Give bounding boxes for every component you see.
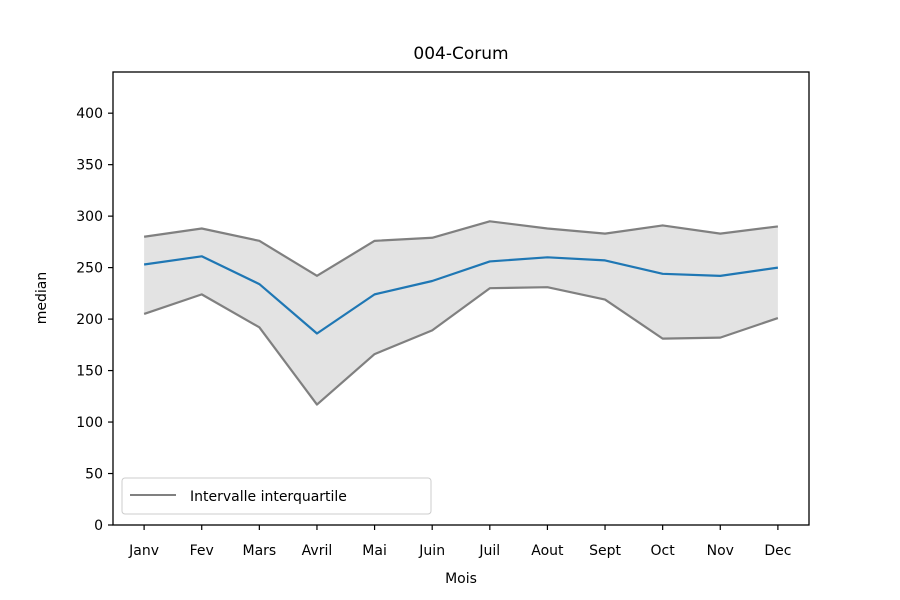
y-tick-label: 100 (76, 415, 103, 431)
legend: Intervalle interquartile (121, 477, 432, 515)
x-tick-label: Sept (589, 543, 621, 559)
y-tick-label: 300 (76, 209, 103, 225)
y-tick-label: 50 (85, 467, 103, 483)
interquartile-band (144, 221, 778, 405)
series-line-q25 (143, 286, 779, 406)
y-tick-label: 400 (76, 106, 103, 122)
legend-entry-label: Intervalle interquartile (190, 489, 347, 505)
series-line-q75 (143, 220, 779, 277)
y-tick-label: 200 (76, 312, 103, 328)
legend-box (121, 477, 432, 515)
x-tick-label: Janv (128, 543, 159, 559)
plot-area: 0 50 100 150 200 250 300 350 400 Janv Fev Mars Avril… (76, 71, 810, 559)
x-tick-label: Nov (707, 543, 734, 559)
axes-frame (112, 71, 810, 526)
series-line-median (143, 255, 779, 335)
y-tick-label: 350 (76, 158, 103, 174)
x-tick-label: Dec (764, 543, 791, 559)
chart-title: 004-Corum (413, 44, 508, 64)
y-tick-label: 250 (76, 261, 103, 277)
x-tick-label: Avril (302, 543, 333, 559)
y-tick-label: 150 (76, 364, 103, 380)
x-axis-title: Mois (445, 571, 477, 587)
x-tick-label: Mai (362, 543, 387, 559)
x-tick-label: Juil (478, 543, 500, 559)
x-tick-label: Juin (418, 543, 445, 559)
x-tick-label: Aout (531, 543, 564, 559)
x-tick-label: Fev (190, 543, 214, 559)
x-tick-label: Mars (242, 543, 276, 559)
y-axis-title: median (34, 272, 50, 324)
y-tick-label: 0 (94, 518, 103, 534)
x-tick-label: Oct (651, 543, 676, 559)
